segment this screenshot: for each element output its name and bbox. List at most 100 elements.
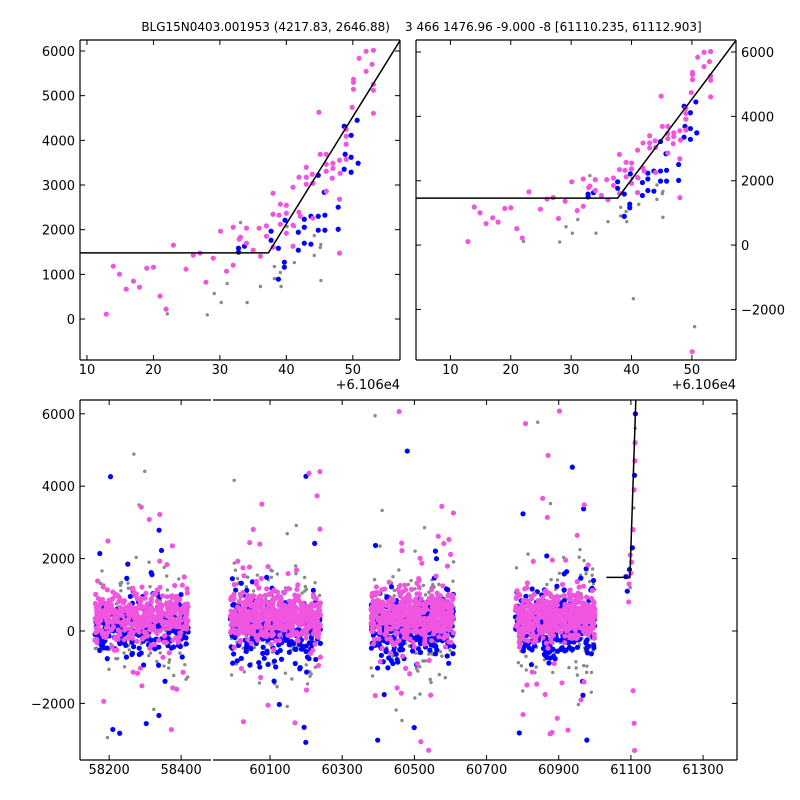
- left-panel-xtick-label: 20: [145, 363, 162, 378]
- blue-data-point: [138, 650, 144, 656]
- pink-data-point: [559, 581, 566, 588]
- pink-data-point: [170, 637, 176, 643]
- pink-data-point: [210, 255, 216, 261]
- pink-data-point: [280, 609, 286, 615]
- pink-data-point: [286, 598, 292, 604]
- pink-data-point: [273, 595, 279, 601]
- pink-data-point: [515, 591, 521, 597]
- blue-data-point: [149, 572, 155, 578]
- pink-data-point: [246, 626, 252, 632]
- pink-data-point: [540, 495, 546, 501]
- pink-data-point: [152, 619, 158, 625]
- gray-data-point: [165, 574, 169, 578]
- blue-data-point: [390, 660, 396, 667]
- blue-data-point: [271, 658, 278, 664]
- pink-data-point: [123, 286, 129, 292]
- pink-data-point: [443, 632, 449, 638]
- pink-data-point: [104, 616, 110, 623]
- pink-data-point: [273, 638, 279, 644]
- pink-data-point: [382, 586, 388, 592]
- pink-data-point: [296, 174, 302, 180]
- pink-data-point: [135, 670, 141, 676]
- pink-data-point: [555, 215, 562, 222]
- pink-data-point: [585, 562, 591, 568]
- pink-data-point: [264, 631, 271, 637]
- gray-data-point: [557, 571, 562, 575]
- blue-data-point: [123, 654, 130, 660]
- pink-data-point: [640, 140, 646, 146]
- pink-data-point: [540, 595, 546, 601]
- pink-data-point: [439, 503, 445, 509]
- pink-data-point: [329, 175, 335, 181]
- pink-data-point: [315, 662, 322, 669]
- pink-data-point: [176, 638, 182, 645]
- pink-data-point: [574, 208, 580, 214]
- blue-data-point: [303, 648, 309, 655]
- gray-data-point: [536, 420, 540, 424]
- blue-data-point: [104, 656, 110, 662]
- pink-data-point: [416, 584, 422, 591]
- gray-data-point: [423, 659, 428, 663]
- pink-data-point: [235, 558, 241, 564]
- pink-data-point: [573, 597, 580, 603]
- pink-data-point: [581, 618, 587, 624]
- blue-data-point: [301, 216, 307, 222]
- pink-data-point: [303, 181, 309, 187]
- gray-data-point: [545, 582, 549, 587]
- pink-data-point: [283, 210, 289, 216]
- right-panel-ytick-label: 2000: [741, 175, 774, 190]
- pink-data-point: [168, 726, 174, 733]
- pink-data-point: [141, 634, 148, 640]
- right-panel-ytick-label: 4000: [741, 110, 774, 125]
- pink-data-point: [264, 586, 270, 592]
- blue-data-point: [317, 640, 323, 646]
- gray-data-point: [285, 704, 289, 709]
- pink-data-point: [529, 595, 535, 602]
- gray-data-point: [406, 582, 410, 587]
- pink-data-point: [103, 311, 109, 317]
- blue-data-point: [446, 660, 452, 666]
- blue-data-point: [238, 655, 244, 661]
- pink-data-point: [522, 421, 529, 427]
- pink-data-point: [277, 637, 283, 644]
- pink-data-point: [689, 349, 695, 355]
- pink-data-point: [465, 238, 471, 245]
- pink-data-point: [110, 624, 116, 630]
- pink-data-point: [553, 601, 559, 608]
- pink-data-point: [285, 570, 291, 577]
- blue-data-point: [694, 130, 700, 136]
- pink-data-point: [243, 612, 249, 618]
- pink-data-point: [257, 253, 264, 259]
- pink-data-point: [538, 630, 544, 636]
- gray-data-point: [516, 660, 521, 665]
- pink-data-point: [137, 665, 144, 671]
- pink-data-point: [670, 141, 676, 147]
- pink-data-point: [623, 159, 629, 165]
- blue-data-point: [286, 649, 292, 655]
- pink-data-point: [283, 230, 289, 236]
- pink-data-point: [578, 697, 584, 703]
- gray-data-point: [283, 671, 288, 675]
- blue-data-point: [131, 644, 137, 650]
- blue-data-point: [229, 576, 235, 582]
- pink-data-point: [562, 626, 568, 632]
- pink-data-point: [240, 622, 246, 628]
- blue-data-point: [624, 588, 630, 594]
- pink-data-point: [265, 563, 271, 570]
- pink-data-point: [415, 603, 421, 609]
- gray-data-point: [285, 531, 289, 536]
- pink-data-point: [172, 582, 178, 589]
- pink-data-point: [522, 586, 528, 592]
- gray-data-point: [305, 682, 310, 686]
- right-panel-xtick-label: 50: [684, 363, 701, 378]
- pink-data-point: [548, 636, 554, 642]
- pink-data-point: [166, 621, 172, 627]
- gray-data-point: [319, 242, 323, 247]
- blue-data-point: [516, 730, 522, 736]
- gray-data-point: [303, 584, 308, 589]
- pink-data-point: [403, 665, 409, 671]
- gray-data-point: [372, 577, 377, 582]
- pink-data-point: [173, 593, 179, 600]
- bottom-ytick-label: 4000: [42, 480, 75, 495]
- pink-data-point: [258, 575, 264, 582]
